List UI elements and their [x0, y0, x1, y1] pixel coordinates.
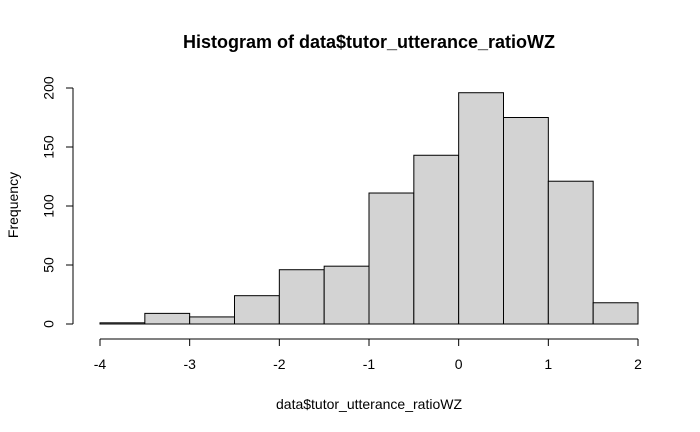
x-tick-label-6: 2 [634, 356, 642, 372]
y-axis: 0 50 100 150 200 [41, 76, 74, 328]
histogram-bar-2 [189, 316, 236, 325]
histogram-bar-10 [547, 180, 594, 325]
y-tick-label-4: 200 [41, 76, 57, 100]
histogram-bar-0 [99, 322, 146, 325]
histogram-bar-11 [592, 302, 639, 325]
x-tick-label-0: -4 [94, 356, 107, 372]
x-tick-label-5: 1 [544, 356, 552, 372]
histogram-bar-4 [278, 269, 325, 325]
y-tick-label-3: 150 [41, 135, 57, 159]
y-tick-label-0: 0 [41, 320, 57, 328]
x-axis-label: data$tutor_utterance_ratioWZ [276, 396, 462, 412]
x-axis: -4 -3 -2 -1 0 1 2 [94, 338, 642, 372]
histogram-bar-6 [368, 192, 415, 325]
y-tick-label-2: 100 [41, 194, 57, 218]
x-tick-label-4: 0 [455, 356, 463, 372]
histogram-bar-9 [503, 117, 549, 325]
histogram-bar-3 [234, 295, 280, 325]
y-axis-label: Frequency [5, 172, 21, 238]
histogram-bar-5 [323, 265, 370, 325]
y-tick-label-1: 50 [41, 257, 57, 273]
histogram-bar-8 [458, 92, 504, 325]
chart-title: Histogram of data$tutor_utterance_ratioW… [183, 32, 555, 52]
x-tick-label-1: -3 [183, 356, 196, 372]
x-tick-label-3: -1 [363, 356, 376, 372]
x-tick-label-2: -2 [273, 356, 286, 372]
histogram-bar-7 [413, 154, 460, 325]
bars-group [99, 92, 639, 325]
histogram-bar-1 [144, 312, 191, 325]
